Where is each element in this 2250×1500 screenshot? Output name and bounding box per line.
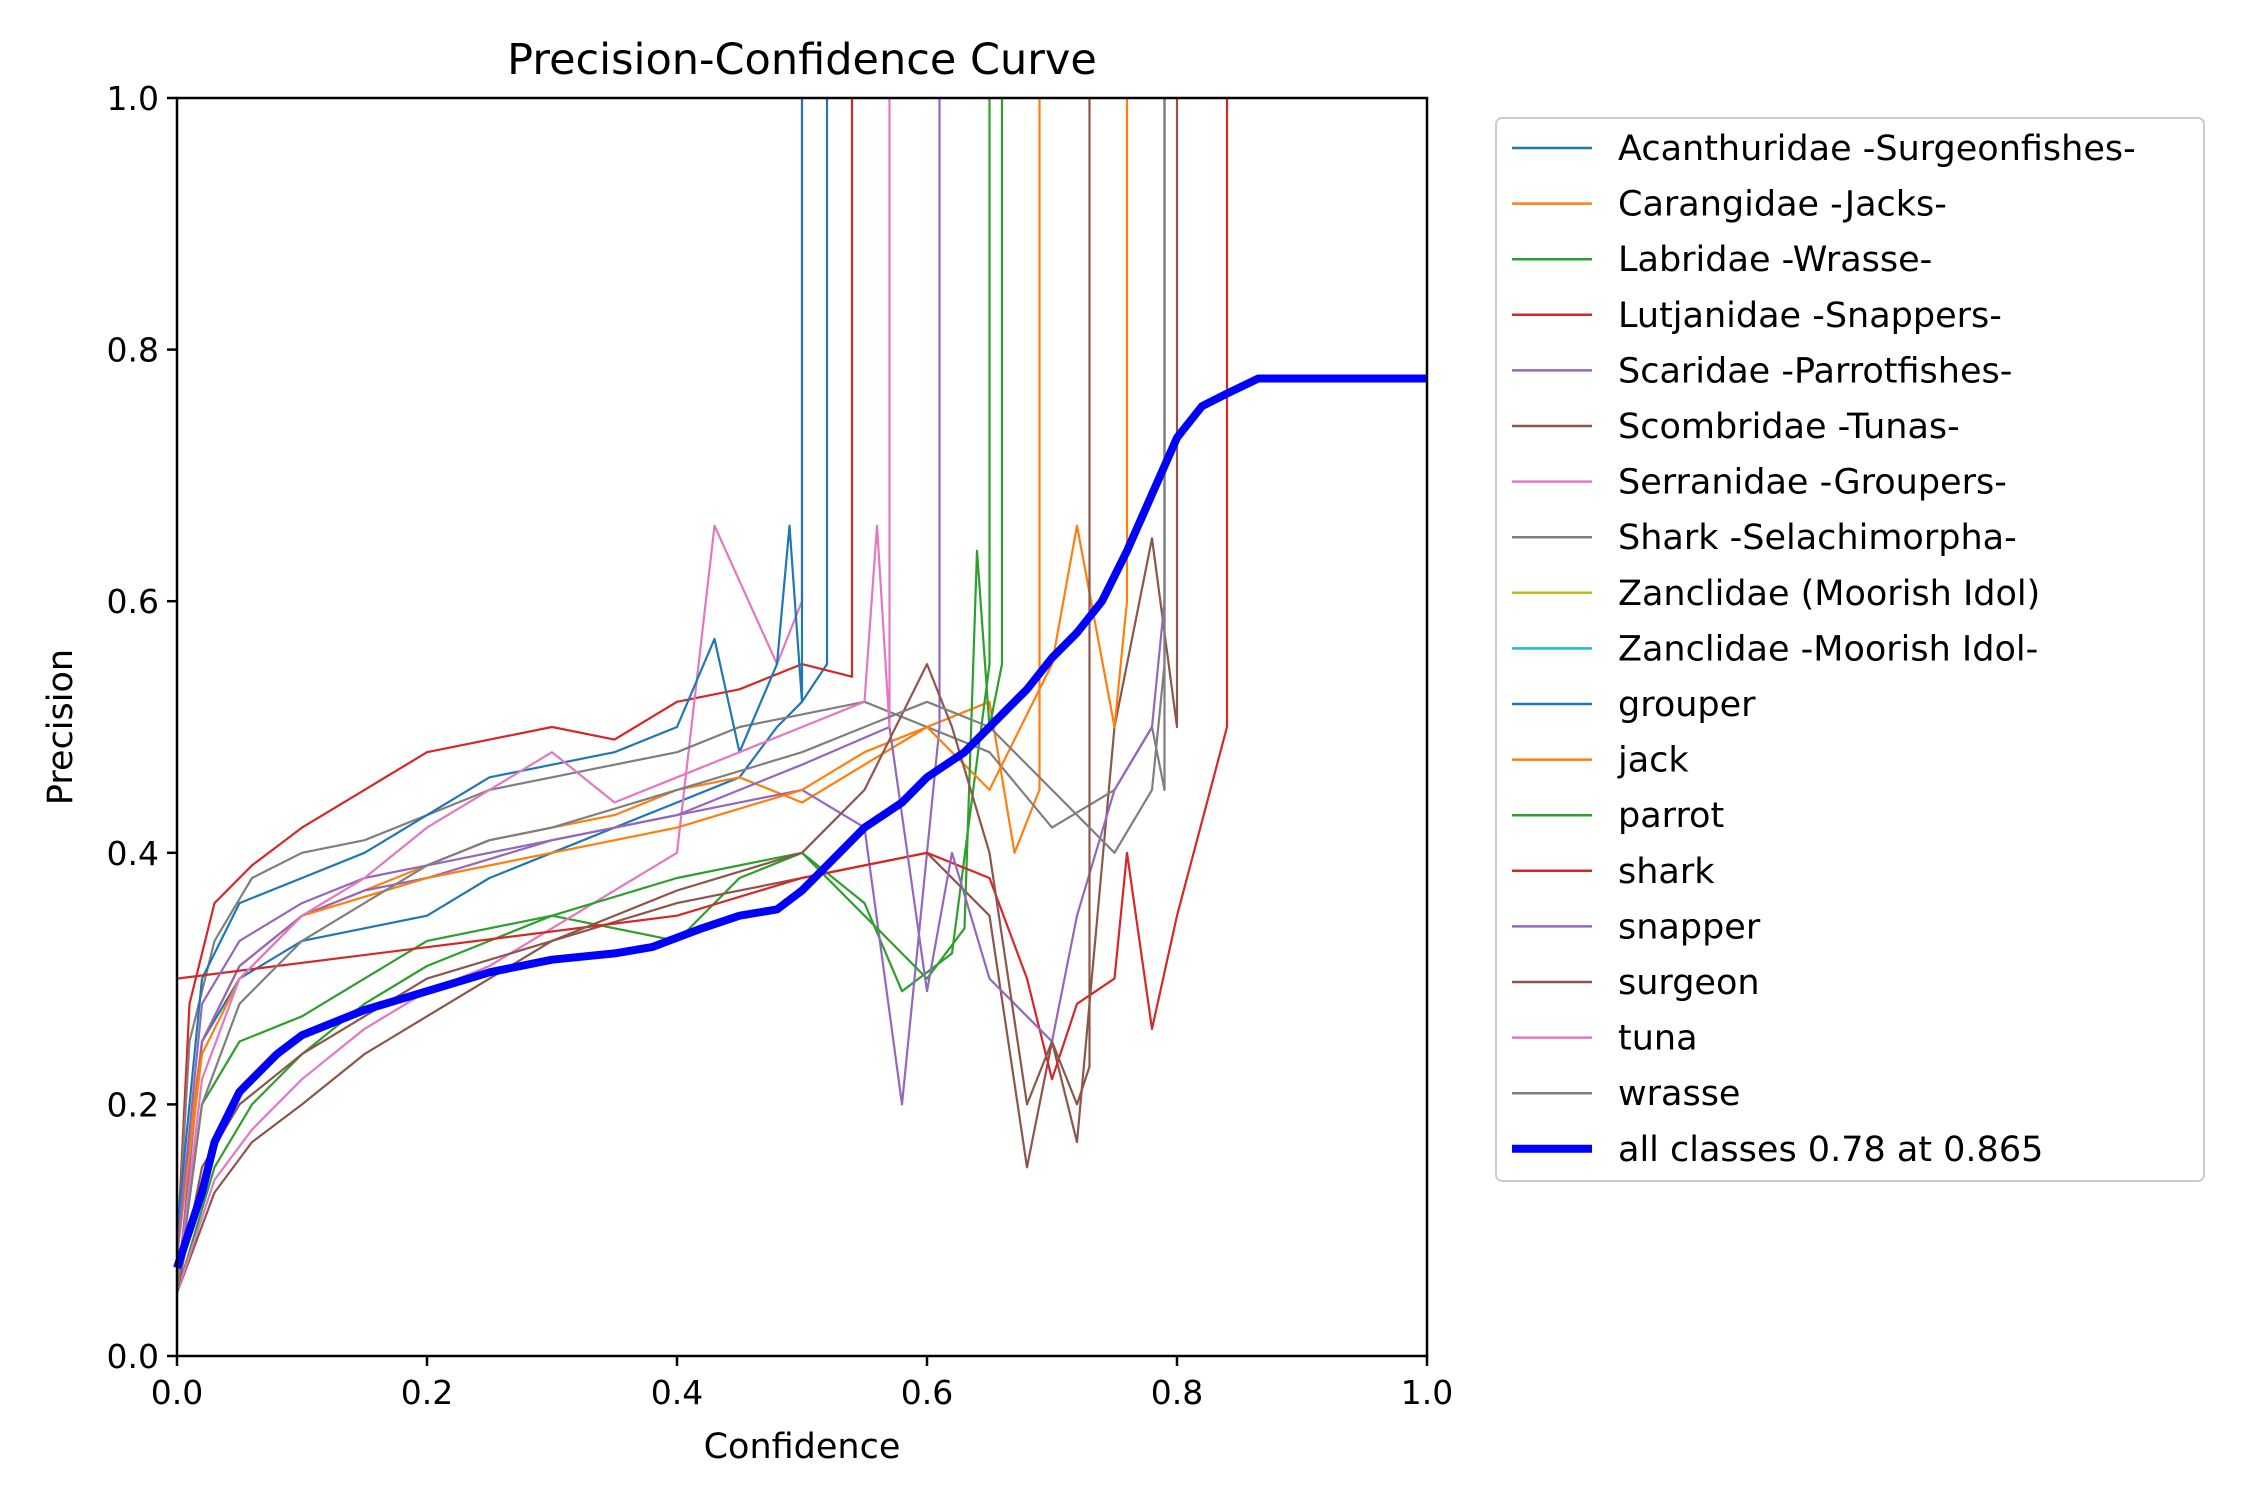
legend-label: parrot xyxy=(1618,796,1724,836)
plot-lines xyxy=(173,98,1427,1294)
legend-label: Zanclidae -Moorish Idol- xyxy=(1618,629,2038,669)
legend-label: snapper xyxy=(1618,907,1761,947)
series-line-10 xyxy=(175,98,804,1231)
series-line-3 xyxy=(175,98,854,1256)
legend-label: Scaridae -Parrotfishes- xyxy=(1618,351,2012,391)
legend-items: Acanthuridae -Surgeonfishes- Carangidae -… xyxy=(1512,129,2136,1170)
legend-label: tuna xyxy=(1618,1019,1698,1059)
legend-label: shark xyxy=(1618,852,1715,892)
x-tick-label: 0.0 xyxy=(151,1373,203,1412)
series-line-13 xyxy=(176,98,1229,1081)
series-line-12 xyxy=(175,98,1004,1294)
x-axis-ticks: 0.0 0.2 0.4 0.6 0.8 1.0 xyxy=(151,1356,1453,1412)
legend-label: grouper xyxy=(1618,685,1756,725)
legend-label: all classes 0.78 at 0.865 xyxy=(1618,1130,2043,1170)
y-tick-label: 0.0 xyxy=(107,1337,159,1376)
y-axis-ticks: 0.0 0.2 0.4 0.6 0.8 1.0 xyxy=(107,79,177,1376)
legend-label: Scombridae -Tunas- xyxy=(1618,407,1960,447)
legend-frame xyxy=(1495,117,2205,1182)
legend-label: wrasse xyxy=(1618,1074,1740,1114)
x-tick-label: 1.0 xyxy=(1401,1373,1453,1412)
series-line-17 xyxy=(175,98,1166,1294)
legend-label: Lutjanidae -Snappers- xyxy=(1618,296,2002,336)
legend-label: Serranidae -Groupers- xyxy=(1618,463,2007,503)
legend-label: Zanclidae (Moorish Idol) xyxy=(1618,574,2040,614)
x-tick-label: 0.2 xyxy=(401,1373,453,1412)
y-axis-label: Precision xyxy=(41,649,81,805)
legend-label: Shark -Selachimorpha- xyxy=(1618,518,2017,558)
x-tick-label: 0.4 xyxy=(651,1373,703,1412)
series-line-2 xyxy=(175,98,991,1294)
x-tick-label: 0.6 xyxy=(901,1373,953,1412)
y-tick-label: 0.8 xyxy=(107,331,159,370)
series-line-16 xyxy=(175,98,891,1294)
chart-title: Precision-Confidence Curve xyxy=(507,35,1097,85)
legend-label: Acanthuridae -Surgeonfishes- xyxy=(1618,129,2136,169)
legend-label: Carangidae -Jacks- xyxy=(1618,185,1947,225)
y-tick-label: 0.4 xyxy=(107,834,159,873)
series-line-6 xyxy=(175,98,804,1294)
series-line-18 xyxy=(173,374,1427,1270)
y-tick-label: 0.2 xyxy=(107,1085,159,1124)
legend-label: jack xyxy=(1617,741,1689,781)
plot-frame xyxy=(175,96,1429,1358)
series-line-15 xyxy=(175,98,1091,1294)
legend-label: Labridae -Wrasse- xyxy=(1618,240,1932,280)
y-tick-label: 0.6 xyxy=(107,582,159,621)
x-tick-label: 0.8 xyxy=(1151,1373,1203,1412)
x-axis-label: Confidence xyxy=(704,1427,901,1467)
legend-label: surgeon xyxy=(1618,963,1760,1003)
y-tick-label: 1.0 xyxy=(107,79,159,118)
series-line-7 xyxy=(175,98,1166,1256)
legend: Acanthuridae -Surgeonfishes- Carangidae -… xyxy=(1495,117,2205,1182)
